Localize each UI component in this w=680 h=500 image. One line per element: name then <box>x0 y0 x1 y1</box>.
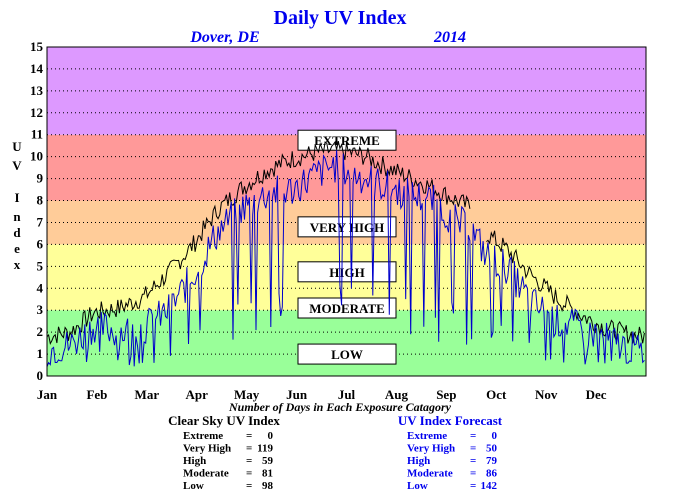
panel-row-label: Moderate <box>183 468 229 480</box>
plot-frame <box>46 46 647 377</box>
panel-row-value: 86 <box>486 468 498 480</box>
chart-location: Dover, DE <box>189 29 259 46</box>
y-tick-label: 15 <box>30 39 44 54</box>
band-label-box <box>297 129 397 151</box>
panel-row-label: Very High <box>407 443 455 455</box>
panel-row-eq: = <box>470 443 476 455</box>
x-tick-label: Jul <box>338 387 356 402</box>
forecast-title: UV Index Forecast <box>398 413 503 428</box>
y-tick-label: 1 <box>37 346 44 361</box>
panel-row-eq: = <box>246 443 252 455</box>
band-extreme <box>47 47 646 135</box>
y-tick-label: 4 <box>37 280 44 295</box>
band-label: HIGH <box>329 265 364 280</box>
panel-row-value: 142 <box>481 480 498 492</box>
x-tick-labels: Jan Feb Mar Apr May Jun Jul Aug Sep Oct Nov Dec <box>37 387 607 402</box>
panel-row-label: Low <box>183 480 204 492</box>
chart-year: 2014 <box>433 29 466 46</box>
y-axis-label: UV Index <box>12 139 22 272</box>
series-forecast-line <box>46 150 645 367</box>
clear-sky-panel: Clear Sky UV Index Extreme = 0 Very High = 11… <box>168 413 280 492</box>
panel-row-eq: = <box>470 480 476 492</box>
band-label-box <box>297 261 397 283</box>
x-tick-label: May <box>234 387 260 402</box>
band-label: MODERATE <box>309 301 385 316</box>
panel-row-value: 119 <box>257 443 273 455</box>
panel-row-eq: = <box>470 455 476 467</box>
x-tick-label: Nov <box>535 387 558 402</box>
y-tick-label: 8 <box>37 193 44 208</box>
y-axis-letter: n <box>13 209 21 224</box>
panel-row-label: Moderate <box>407 468 453 480</box>
x-tick-label: Sep <box>436 387 456 402</box>
y-axis-letter: V <box>12 158 22 173</box>
y-tick-label: 10 <box>30 149 43 164</box>
panel-row-value: 50 <box>486 443 498 455</box>
band-label-box <box>297 297 397 319</box>
y-tick-label: 12 <box>30 105 43 120</box>
series-clear-sky-line <box>486 230 645 344</box>
y-tick-label: 5 <box>37 258 44 273</box>
band-label: VERY HIGH <box>310 220 385 235</box>
chart-title: Daily UV Index <box>274 7 407 29</box>
x-tick-label: Jun <box>286 387 308 402</box>
forecast-rows: Extreme = 0 Very High = 50 High = 79 Moderate = 86 L… <box>407 430 498 492</box>
band-label-box <box>297 343 397 365</box>
panel-row-label: High <box>183 455 206 467</box>
y-axis-letter: x <box>14 257 21 272</box>
clear-sky-title: Clear Sky UV Index <box>168 413 280 428</box>
panel-row-eq: = <box>246 430 252 442</box>
panel-row-value: 79 <box>486 455 498 467</box>
panel-row-value: 59 <box>262 455 274 467</box>
panel-row-eq: = <box>246 455 252 467</box>
y-tick-label: 3 <box>37 302 44 317</box>
y-tick-label: 11 <box>31 127 43 142</box>
footer-caption: Number of Days in Each Exposure Catagory <box>228 400 452 414</box>
y-tick-label: 2 <box>37 324 44 339</box>
panel-row-eq: = <box>246 480 252 492</box>
panel-row-eq: = <box>246 468 252 480</box>
panel-row-value: 0 <box>268 430 274 442</box>
series-lines <box>46 140 645 367</box>
y-tick-label: 7 <box>37 214 44 229</box>
band-labels: LOW MODERATE HIGH VERY HIGH EXTREME <box>297 129 397 365</box>
panel-row-eq: = <box>470 430 476 442</box>
panel-row-value: 0 <box>492 430 498 442</box>
y-tick-label: 13 <box>30 83 44 98</box>
y-axis-letter: e <box>14 241 20 256</box>
y-tick-label: 9 <box>37 171 44 186</box>
y-tick-label: 14 <box>30 61 44 76</box>
x-tick-label: Feb <box>86 387 107 402</box>
y-axis-letter: d <box>13 225 21 240</box>
panel-row-label: High <box>407 455 430 467</box>
panel-row-eq: = <box>470 468 476 480</box>
x-tick-label: Oct <box>486 387 507 402</box>
y-axis-letter: I <box>14 190 19 205</box>
y-axis-letter: U <box>12 139 22 154</box>
x-tick-label: Dec <box>586 387 607 402</box>
panel-row-value: 98 <box>262 480 274 492</box>
panel-row-label: Low <box>407 480 428 492</box>
forecast-panel: UV Index Forecast Extreme = 0 Very High = 50 H… <box>398 413 503 492</box>
x-tick-label: Jan <box>37 387 58 402</box>
panel-row-value: 81 <box>262 468 273 480</box>
x-tick-label: Apr <box>186 387 209 402</box>
x-tick-label: Mar <box>135 387 160 402</box>
panel-row-label: Extreme <box>183 430 223 442</box>
band-label: LOW <box>331 347 363 362</box>
y-tick-label: 0 <box>37 368 44 383</box>
panel-row-label: Very High <box>183 443 231 455</box>
band-label: EXTREME <box>314 133 380 148</box>
panel-row-label: Extreme <box>407 430 447 442</box>
y-tick-label: 6 <box>37 236 44 251</box>
x-tick-label: Aug <box>385 387 409 402</box>
series-clear-sky-line <box>46 140 471 345</box>
clear-sky-rows: Extreme = 0 Very High = 119 High = 59 Moderate = 81… <box>183 430 274 492</box>
